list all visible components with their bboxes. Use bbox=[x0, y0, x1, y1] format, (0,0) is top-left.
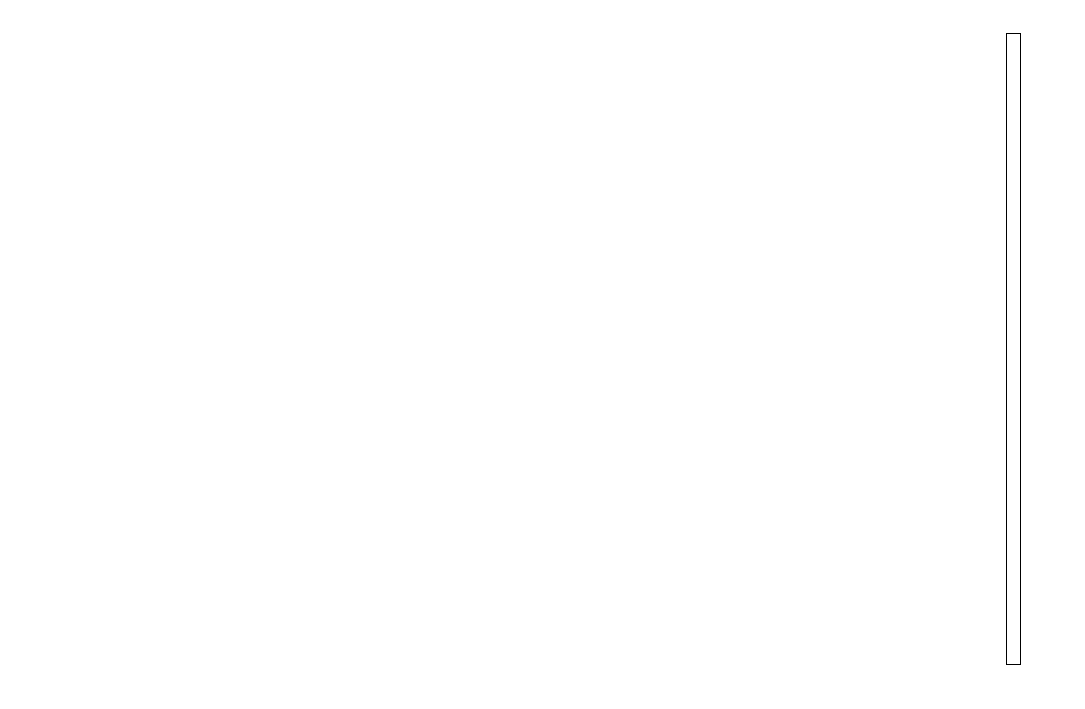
ylabel-rot bbox=[42, 190, 68, 350]
ylabel-sigma-phi-l1 bbox=[28, 528, 54, 688]
ylabel-s4-l1 bbox=[36, 357, 62, 517]
colorbar bbox=[1006, 33, 1021, 665]
colorbar-label bbox=[1040, 272, 1066, 432]
ylabel-tec bbox=[42, 20, 68, 180]
